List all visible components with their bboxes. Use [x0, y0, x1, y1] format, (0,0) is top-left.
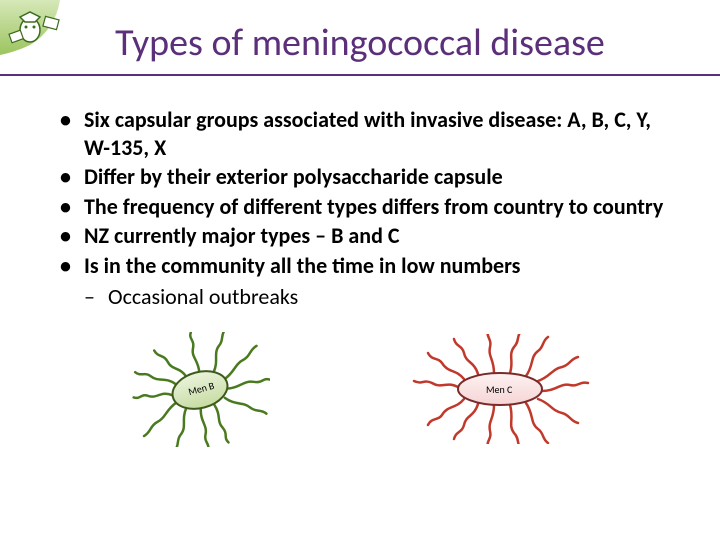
slide-title: Types of meningococcal disease: [0, 0, 720, 74]
bacteria-illustrations: Men B: [0, 332, 720, 452]
bacterium-men-c: Men C: [410, 334, 590, 449]
bullet-item: NZ currently major types – B and C: [60, 222, 680, 250]
bullet-item: Differ by their exterior polysaccharide …: [60, 163, 680, 191]
bacterium-label: Men C: [486, 383, 512, 396]
bullet-item: Is in the community all the time in low …: [60, 252, 680, 280]
sub-bullet: Occasional outbreaks: [60, 283, 680, 312]
bullet-item: The frequency of different types differs…: [60, 193, 680, 221]
bullet-list: Six capsular groups associated with inva…: [60, 106, 680, 279]
content-area: Six capsular groups associated with inva…: [0, 76, 720, 312]
corner-logo-icon: [0, 0, 70, 60]
bacterium-men-b: Men B: [130, 332, 270, 452]
bullet-item: Six capsular groups associated with inva…: [60, 106, 680, 161]
